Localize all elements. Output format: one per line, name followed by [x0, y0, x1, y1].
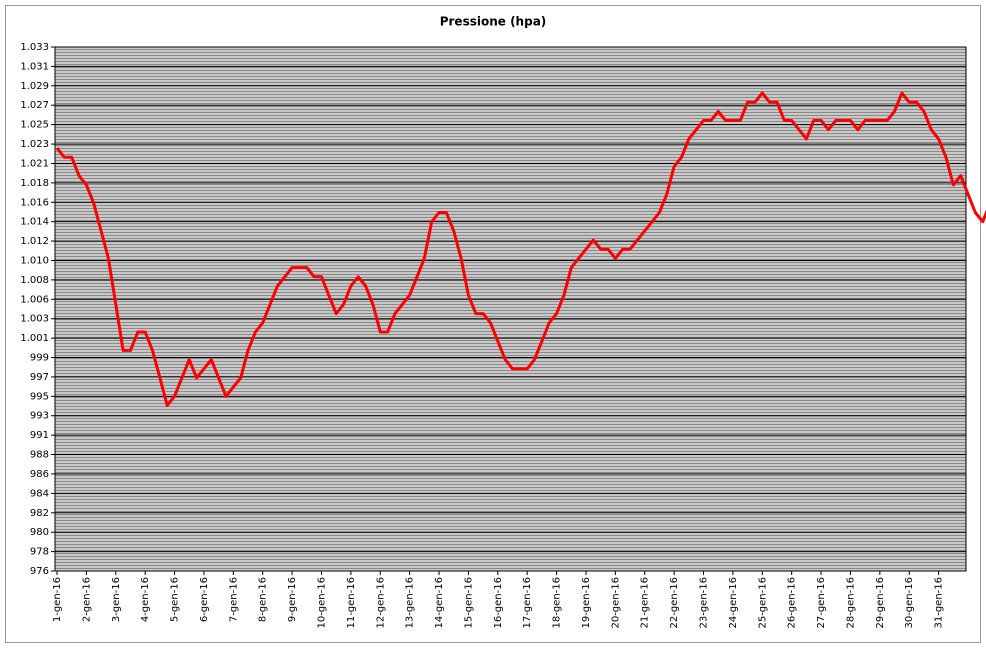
y-tick-label: 1.016	[20, 197, 49, 208]
x-tick-label: 13-gen-16	[405, 577, 416, 629]
y-tick-label: 1.006	[20, 294, 49, 305]
labels: 976 978 980 982 984 986 988 991 993 995 997 999 1.00…	[20, 42, 944, 629]
x-tick-label: 21-gen-16	[640, 577, 651, 629]
y-tick-label: 1.003	[20, 314, 49, 325]
y-tick-label: 1.027	[20, 100, 49, 111]
x-tick-label: 25-gen-16	[757, 577, 768, 629]
y-tick-label: 1.012	[20, 236, 49, 247]
y-tick-label: 1.031	[20, 61, 49, 72]
x-tick-label: 11-gen-16	[346, 577, 357, 629]
y-tick-label: 978	[30, 547, 49, 558]
y-tick-label: 1.001	[20, 333, 49, 344]
y-tick-label: 1.025	[20, 120, 49, 131]
chart-title: Pressione (hpa)	[440, 15, 547, 29]
y-tick-label: 1.023	[20, 139, 49, 150]
x-tick-label: 22-gen-16	[669, 577, 680, 629]
y-tick-label: 1.033	[20, 42, 49, 53]
y-tick-label: 980	[30, 527, 49, 538]
y-tick-label: 1.008	[20, 275, 49, 286]
x-tick-label: 24-gen-16	[728, 577, 739, 629]
x-tick-label: 31-gen-16	[934, 577, 945, 629]
y-tick-label: 1.014	[20, 217, 49, 228]
x-tick-label: 26-gen-16	[787, 577, 798, 629]
marks	[55, 91, 986, 407]
x-tick-label: 2-gen-16	[81, 577, 92, 622]
grid	[51, 46, 966, 575]
x-tick-label: 23-gen-16	[699, 577, 710, 629]
x-tick-label: 6-gen-16	[199, 577, 210, 622]
x-tick-label: 16-gen-16	[493, 577, 504, 629]
x-tick-label: 3-gen-16	[111, 577, 122, 622]
x-tick-label: 29-gen-16	[875, 577, 886, 629]
y-tick-label: 1.021	[20, 158, 49, 169]
x-tick-label: 1-gen-16	[52, 577, 63, 622]
data-line	[55, 91, 986, 407]
y-tick-label: 997	[30, 372, 49, 383]
x-tick-label: 28-gen-16	[845, 577, 856, 629]
x-tick-label: 4-gen-16	[140, 577, 151, 622]
x-tick-label: 15-gen-16	[463, 577, 474, 629]
y-tick-label: 1.018	[20, 178, 49, 189]
y-tick-label: 1.010	[20, 255, 49, 266]
plot-area	[54, 46, 967, 572]
y-tick-label: 976	[30, 566, 49, 577]
x-tick-label: 5-gen-16	[170, 577, 181, 622]
y-tick-label: 1.029	[20, 81, 49, 92]
y-tick-label: 986	[30, 469, 49, 480]
x-tick-label: 9-gen-16	[287, 577, 298, 622]
x-tick-label: 20-gen-16	[610, 577, 621, 629]
x-tick-label: 18-gen-16	[552, 577, 563, 629]
y-tick-label: 993	[30, 411, 49, 422]
y-tick-label: 999	[30, 353, 49, 364]
x-tick-label: 7-gen-16	[228, 577, 239, 622]
x-tick-label: 8-gen-16	[258, 577, 269, 622]
x-tick-label: 14-gen-16	[434, 577, 445, 629]
x-tick-label: 17-gen-16	[522, 577, 533, 629]
x-tick-label: 27-gen-16	[816, 577, 827, 629]
y-tick-label: 991	[30, 430, 49, 441]
x-tick-label: 12-gen-16	[375, 577, 386, 629]
y-tick-label: 995	[30, 391, 49, 402]
y-tick-label: 984	[30, 488, 49, 499]
x-tick-label: 19-gen-16	[581, 577, 592, 629]
x-tick-label: 10-gen-16	[316, 577, 327, 629]
y-tick-label: 982	[30, 508, 49, 519]
x-tick-label: 30-gen-16	[904, 577, 915, 629]
y-tick-label: 988	[30, 450, 49, 461]
